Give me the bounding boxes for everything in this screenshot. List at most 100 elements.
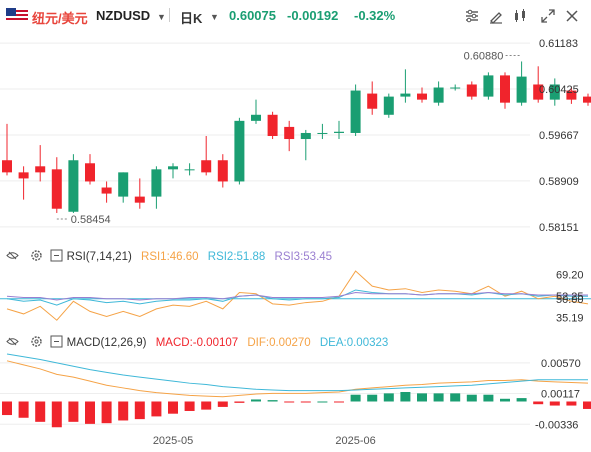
macd-histogram-bar (583, 401, 591, 409)
indicator-settings-icon[interactable] (464, 8, 480, 24)
macd-histogram-bar (35, 401, 46, 422)
macd-line-dea (6, 353, 588, 392)
candle-body (134, 196, 145, 203)
macd-histogram-bar (350, 394, 361, 402)
candle-body (18, 172, 29, 179)
macd-histogram-bar (184, 401, 195, 411)
eye-icon[interactable] (6, 249, 19, 262)
header-bar: 纽元/美元 NZDUSD ▼ 日K ▼ 0.60075 -0.00192 -0.… (0, 0, 591, 32)
collapse-icon[interactable] (50, 249, 63, 262)
price-change-percent: -0.32% (354, 8, 396, 23)
candle-body (383, 96, 394, 115)
candle-body (450, 87, 461, 89)
candle-body (433, 87, 444, 103)
macd-histogram-bar (450, 393, 461, 402)
close-icon[interactable] (564, 8, 580, 24)
candle-body (151, 169, 162, 197)
macd-histogram-bar (566, 401, 577, 406)
x-tick-label: 2025-05 (153, 435, 193, 447)
dif-legend: DIF:0.00270 (247, 337, 311, 349)
gear-icon[interactable] (30, 335, 43, 348)
macd-histogram-bar (417, 393, 427, 402)
candle-body (334, 131, 344, 133)
macd-header: MACD(12,26,9) MACD:-0.00107 DIF:0.00270 … (6, 333, 394, 349)
macd-histogram-bar (500, 398, 510, 402)
candle-body (101, 187, 112, 194)
macd-histogram-bar (251, 399, 261, 402)
candle-body (168, 166, 178, 170)
macd-histogram-bar (433, 393, 444, 402)
macd-histogram-bar (400, 392, 411, 402)
candle-body (417, 93, 427, 100)
candle-body (51, 169, 62, 209)
macd-histogram-bar (101, 401, 112, 424)
macd-histogram-bar (2, 401, 12, 416)
price-change: -0.00192 (287, 8, 339, 23)
macd-histogram-bar (284, 401, 295, 403)
candle-body (85, 163, 95, 182)
macd-legend: MACD:-0.00107 (155, 337, 239, 349)
macd-histogram-bar (51, 401, 62, 428)
pair-name[interactable]: 纽元/美元 (32, 11, 88, 26)
candle-body (317, 132, 328, 134)
macd-histogram-bar (68, 401, 79, 422)
y-tick-label: -0.00336 (535, 419, 578, 431)
macd-histogram-bar (18, 401, 29, 418)
candle-body (533, 84, 544, 100)
high-annotation: 0.60880 (464, 50, 504, 62)
macd-histogram-bar (549, 401, 560, 406)
macd-histogram-bar (267, 400, 278, 402)
rsi-line-rsi1 (6, 270, 589, 321)
macd-histogram-bar (516, 398, 527, 402)
y-tick-label: 0.58909 (539, 176, 579, 188)
macd-histogram-bar (383, 393, 394, 402)
pair-code[interactable]: NZDUSD (96, 8, 151, 23)
gear-icon[interactable] (30, 249, 43, 262)
macd-histogram-bar (334, 401, 344, 403)
candle-body (2, 160, 12, 173)
y-tick-label: 50.00 (556, 294, 584, 306)
rsi-line-rsi3 (6, 291, 588, 301)
collapse-icon[interactable] (50, 335, 63, 348)
candle-body (217, 160, 228, 182)
candle-body (500, 75, 510, 103)
compare-icon[interactable] (512, 8, 528, 24)
caret-down-icon[interactable]: ▼ (157, 12, 166, 22)
candle-body (184, 169, 195, 171)
macd-histogram-bar (168, 401, 178, 414)
candle-body (234, 120, 245, 182)
caret-down-icon[interactable]: ▼ (210, 12, 219, 22)
macd-histogram-bar (466, 394, 477, 402)
candle-body (367, 93, 378, 109)
macd-histogram-bar (151, 401, 162, 417)
period-selector[interactable]: 日K (180, 11, 203, 26)
x-tick-label: 2025-06 (335, 435, 375, 447)
y-tick-label: 0.60425 (539, 84, 579, 96)
expand-icon[interactable] (540, 8, 556, 24)
macd-histogram-bar (217, 401, 228, 407)
macd-histogram-bar (234, 401, 245, 403)
macd-chart[interactable]: 0.00570 0.00117 -0.00336 2025-05 2025-06 (0, 348, 591, 452)
eye-icon[interactable] (6, 335, 19, 348)
macd-histogram-bar (201, 401, 212, 410)
last-price: 0.60075 (229, 8, 276, 23)
candle-body (68, 160, 79, 212)
candle-body (549, 84, 560, 100)
candle-body (516, 76, 527, 103)
y-tick-label: 69.20 (556, 270, 584, 282)
macd-histogram-bar (300, 401, 311, 403)
rsi3-legend: RSI3:53.45 (274, 251, 333, 263)
y-tick-label: 0.00117 (541, 389, 580, 401)
candle-body (267, 114, 278, 136)
candlestick-chart[interactable]: 0.60880 0.58454 0.61183 0.60425 0.59667 0.5… (0, 32, 591, 242)
candle-body (483, 75, 494, 97)
candle-body (583, 96, 591, 103)
candle-body (35, 166, 46, 173)
macd-histogram-bar (533, 401, 544, 405)
candle-body (400, 93, 411, 97)
low-annotation: 0.58454 (71, 214, 111, 226)
draw-tool-icon[interactable] (488, 8, 504, 24)
rsi-header: RSI(7,14,21) RSI1:46.60 RSI2:51.88 RSI3:… (6, 247, 338, 263)
candle-body (350, 90, 361, 133)
